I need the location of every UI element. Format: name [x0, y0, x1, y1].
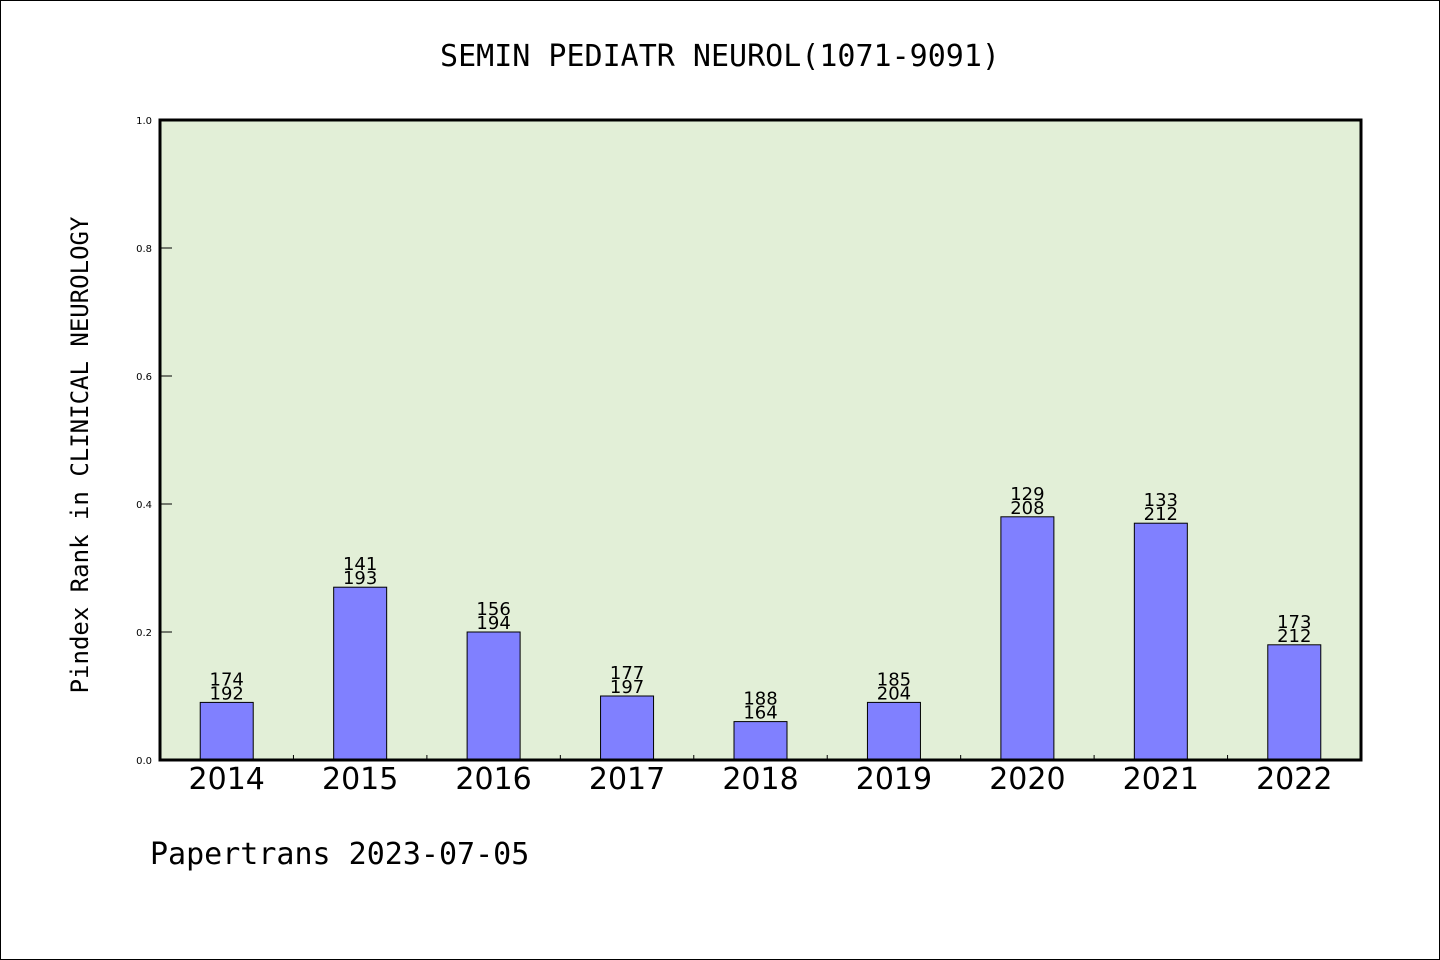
bar-label-top-2021: 133	[1144, 490, 1178, 511]
bar-label-bottom-2017: 197	[610, 677, 644, 698]
bar-label-bottom-2021: 212	[1144, 504, 1178, 525]
bar-2021	[1133, 522, 1188, 761]
bar-label-top-2018: 188	[743, 689, 777, 710]
bar-2022	[1267, 644, 1322, 761]
bar-label-top-2017: 177	[610, 663, 644, 684]
x-tick-label-2018: 2018	[722, 762, 798, 797]
x-tick-label-2020: 2020	[989, 762, 1065, 797]
bar-label-top-2016: 156	[476, 599, 510, 620]
bar-label-top-2020: 129	[1010, 484, 1044, 505]
bars-group: 1741921411931561941771971881641852041292…	[199, 484, 1322, 761]
bar-2018	[733, 721, 788, 761]
bar-2015	[333, 586, 388, 761]
y-axis-ticks: 0.0 0.2 0.4 0.6 0.8 1.0	[136, 116, 172, 767]
y-tick-label-5: 1.0	[136, 116, 152, 127]
y-axis-label: Pindex Rank in CLINICAL NEUROLOGY	[66, 216, 94, 693]
x-tick-label-2021: 2021	[1123, 762, 1199, 797]
y-tick-label-1: 0.2	[136, 628, 152, 639]
bar-label-bottom-2020: 208	[1010, 498, 1044, 519]
x-axis-ticks: 2014 2015 2016 2017 2018 2019 2020 2021 2022	[189, 755, 1332, 797]
y-tick-label-0: 0.0	[136, 756, 152, 767]
x-tick-label-2019: 2019	[856, 762, 932, 797]
bar-label-top-2019: 185	[877, 669, 911, 690]
bar-label-top-2015: 141	[343, 554, 377, 575]
bar-label-bottom-2014: 192	[210, 683, 244, 704]
bar-label-bottom-2018: 164	[743, 703, 777, 724]
bar-label-bottom-2019: 204	[877, 683, 911, 704]
bar-label-bottom-2016: 194	[476, 613, 510, 634]
footer-text: Papertrans 2023-07-05	[150, 837, 529, 872]
x-tick-label-2014: 2014	[189, 762, 265, 797]
bar-2019	[866, 701, 921, 761]
bar-2014	[199, 701, 254, 761]
bar-2020	[1000, 516, 1055, 761]
y-tick-label-4: 0.8	[136, 244, 152, 255]
y-tick-label-2: 0.4	[136, 500, 152, 511]
chart-title: SEMIN PEDIATR NEUROL(1071-9091)	[440, 39, 1000, 74]
x-tick-label-2015: 2015	[322, 762, 398, 797]
y-tick-label-3: 0.6	[136, 372, 152, 383]
x-tick-label-2017: 2017	[589, 762, 665, 797]
x-tick-label-2022: 2022	[1256, 762, 1332, 797]
bar-label-top-2014: 174	[210, 669, 244, 690]
bar-label-bottom-2022: 212	[1277, 626, 1311, 647]
x-tick-label-2016: 2016	[455, 762, 531, 797]
bar-label-top-2022: 173	[1277, 612, 1311, 633]
bar-2017	[600, 695, 655, 761]
bar-label-bottom-2015: 193	[343, 568, 377, 589]
plot-border	[158, 118, 1363, 762]
bar-2016	[466, 631, 521, 761]
